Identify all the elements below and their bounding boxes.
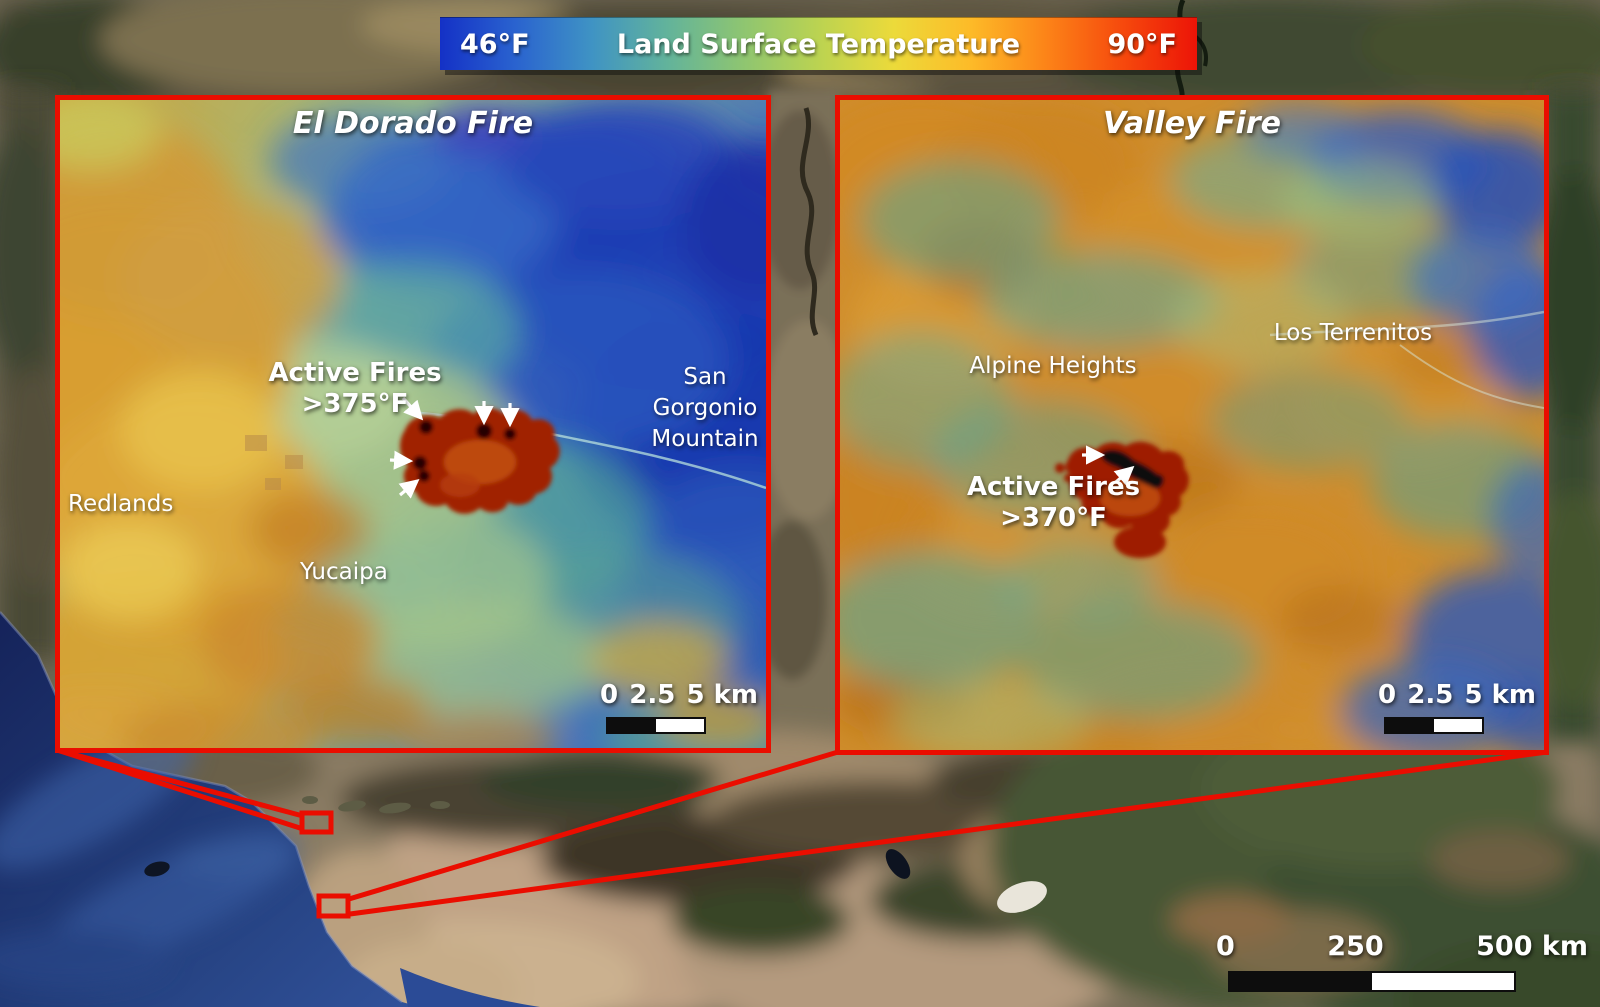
inset-el-dorado-fire: El Dorado Fire Active Fires >375°F San G… [55,95,771,753]
scalebar-white-segment [1372,973,1514,990]
small-lake [144,861,170,877]
scalebar-bar [1228,971,1516,992]
gap-river [799,107,819,337]
fire-arrow-icons [389,396,520,499]
active-fires-label-eldorado: Active Fires >375°F [225,358,485,420]
colorbar-min-label: 46°F [460,28,530,60]
label-san-gorgonio-mountain: San Gorgonio Mountain [625,362,766,455]
urban-patches [245,435,303,490]
scale-tick: 5 km [686,680,758,710]
inset-title-el-dorado: El Dorado Fire [292,106,534,141]
scalebar-white-segment [1434,719,1482,732]
mountain-line1: San [683,364,727,390]
label-redlands: Redlands [68,491,174,517]
fire-arrow-icon [398,478,420,499]
colorbar-title: Land Surface Temperature [616,28,1021,60]
scalebar-main-map: 0 250 500 km [1216,931,1588,992]
scalebar-bar [1384,717,1484,734]
scale-tick: 250 [1327,931,1384,962]
fire-hotspot-eldorado [400,408,560,514]
lst-field [840,100,1544,750]
active-fires-label-valley: Active Fires >370°F [926,472,1181,534]
active-fires-line1: Active Fires [268,358,442,388]
fire-arrow-icon [389,450,414,470]
scalebar-white-segment [656,719,704,732]
fire-arrow-icon [401,396,424,421]
inset-valley-fire: Valley Fire Los Terrenitos Alpine Height… [835,95,1549,755]
label-los-terrenitos: Los Terrenitos [1273,320,1433,346]
scale-tick: 500 km [1476,931,1588,962]
mountain-line2: Gorgonio [652,395,758,421]
left-strip-terrain [0,90,75,660]
colorbar-max-label: 90°F [1107,28,1177,60]
mountain-line3: Mountain [651,426,759,452]
temperature-colorbar: 46°F Land Surface Temperature 90°F [440,17,1197,70]
scale-tick: 0 [600,680,619,710]
fire-arrow-icons [1082,445,1135,486]
label-alpine-heights: Alpine Heights [969,353,1137,379]
scale-tick: 2.5 [629,680,676,710]
road-traces [1269,310,1544,409]
scalebar-black-segment [1230,973,1372,990]
fire-arrow-icon [1113,465,1135,486]
scalebar-black-segment [608,719,656,732]
lst-map-valley [840,100,1544,750]
scale-tick: 5 km [1464,680,1536,710]
scalebar-black-segment [1386,719,1434,732]
label-yucaipa: Yucaipa [300,559,388,585]
gulf-water [400,968,540,1007]
scale-tick: 2.5 [1407,680,1454,710]
active-fires-line2: >370°F [1000,503,1107,533]
scalebar-el-dorado: 0 2.5 5 km [600,680,758,734]
gap-strip-terrain [757,90,853,760]
active-fires-line2: >375°F [301,389,409,419]
active-fires-line1: Active Fires [966,472,1141,502]
scalebar-bar [606,717,706,734]
scale-tick: 0 [1216,931,1235,962]
scale-tick: 0 [1378,680,1397,710]
inset-title-valley: Valley Fire [1103,106,1281,141]
scalebar-valley: 0 2.5 5 km [1378,680,1536,734]
